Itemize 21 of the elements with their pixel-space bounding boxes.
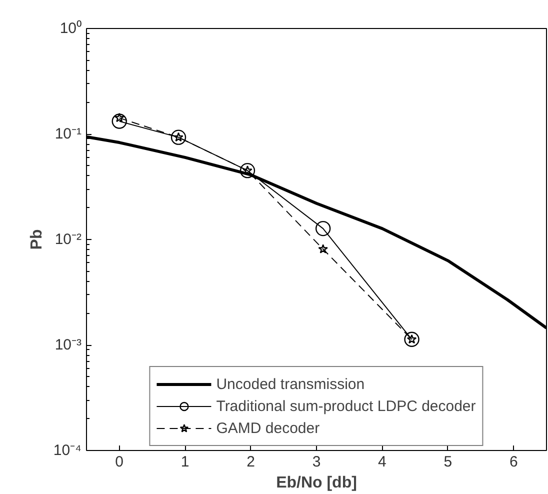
x-axis-title: Eb/No [db]: [276, 474, 357, 492]
y-tick-label: 10⁰: [60, 20, 82, 37]
x-tick-label: 0: [115, 454, 124, 470]
x-tick-label: 1: [180, 454, 190, 470]
x-tick-label: 4: [378, 454, 386, 470]
point: [112, 114, 127, 129]
legend-label: Uncoded transmission: [216, 374, 365, 394]
y-tick-label: 10⁻¹: [54, 126, 82, 142]
y-tick-label: 10⁻⁴: [53, 442, 82, 459]
legend-label: Traditional sum-product LDPC decoder: [216, 396, 476, 416]
y-tick-label: 10⁻³: [54, 336, 82, 354]
x-tick-label: 5: [444, 454, 452, 470]
y-axis-title: Pb: [28, 229, 46, 250]
legend-label: GAMD decoder: [216, 418, 320, 438]
point: [318, 244, 328, 254]
point: [315, 220, 331, 236]
y-tick-label: 10⁻²: [54, 231, 82, 248]
x-tick-label: 6: [509, 454, 518, 470]
x-tick-label: 3: [312, 454, 321, 470]
x-tick-label: 2: [246, 454, 255, 470]
point: [240, 163, 256, 178]
